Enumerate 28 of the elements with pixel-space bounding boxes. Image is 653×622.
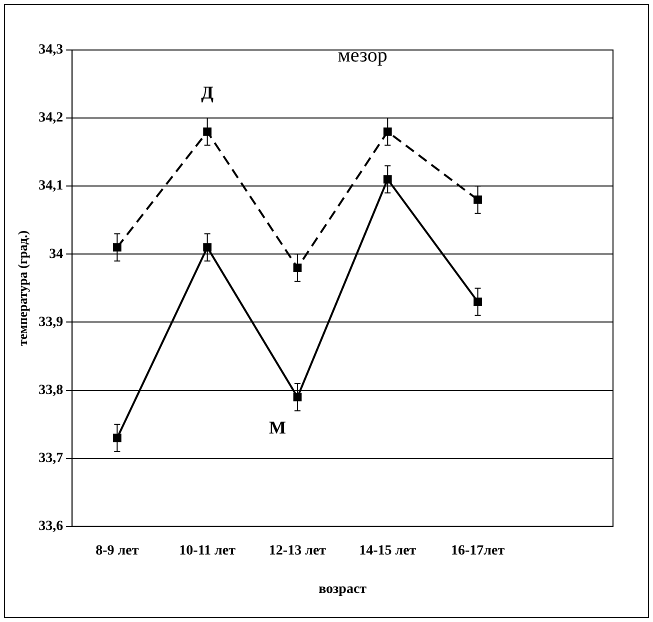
point [293, 392, 302, 402]
series-label: М [268, 418, 286, 438]
point [112, 243, 122, 252]
y-axis-title: температура (град.) [15, 230, 30, 346]
point [383, 175, 392, 184]
x-axis-title: возраст [318, 582, 367, 598]
y-tick-label: 33,8 [38, 382, 64, 398]
y-tick-label: 33,7 [38, 450, 64, 466]
chart-title: мезор [338, 44, 388, 66]
point [203, 127, 212, 136]
y-tick-label: 34,3 [38, 42, 64, 58]
y-tick-label: 33,9 [38, 314, 64, 330]
y-tick-label: 34,1 [38, 178, 64, 194]
x-tick-label: 12-13 лет [268, 543, 326, 558]
x-tick-label: 14-15 лет [359, 543, 416, 558]
y-tick-label: 34,2 [38, 110, 64, 126]
y-tick-label: 34 [49, 246, 64, 262]
point [203, 243, 212, 252]
point [474, 196, 482, 204]
point [112, 434, 122, 442]
point [383, 127, 392, 136]
x-tick-label: 10-11 лет [179, 543, 236, 558]
series-label: Д [201, 82, 214, 102]
x-tick-label: 8-9 лет [96, 543, 139, 558]
x-tick-label: 16-17лет [450, 543, 505, 558]
y-tick-label: 33,6 [38, 519, 64, 534]
point [474, 298, 482, 306]
point [293, 264, 302, 272]
